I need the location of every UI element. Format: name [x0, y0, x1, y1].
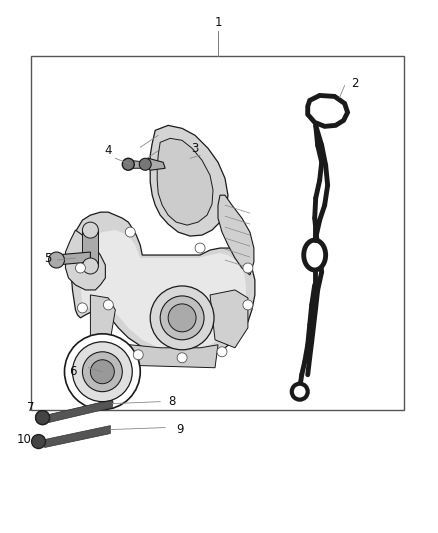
Circle shape	[133, 350, 143, 360]
Circle shape	[125, 227, 135, 237]
Text: 2: 2	[351, 77, 358, 90]
Circle shape	[35, 410, 49, 425]
Circle shape	[139, 158, 151, 170]
Circle shape	[82, 258, 99, 274]
Circle shape	[217, 347, 227, 357]
Circle shape	[243, 263, 253, 273]
Circle shape	[75, 263, 85, 273]
Circle shape	[82, 352, 122, 392]
Circle shape	[150, 286, 214, 350]
Text: 1: 1	[214, 16, 222, 29]
Circle shape	[49, 252, 64, 268]
Text: 4: 4	[105, 144, 112, 157]
Circle shape	[64, 334, 140, 410]
Circle shape	[82, 222, 99, 238]
Circle shape	[292, 384, 308, 400]
Text: 6: 6	[69, 365, 76, 378]
Circle shape	[122, 158, 134, 170]
Polygon shape	[210, 290, 248, 348]
Circle shape	[195, 243, 205, 253]
Polygon shape	[157, 139, 213, 225]
Circle shape	[90, 360, 114, 384]
Polygon shape	[90, 295, 115, 355]
Polygon shape	[82, 230, 99, 266]
Polygon shape	[71, 212, 255, 356]
Circle shape	[243, 300, 253, 310]
Text: 7: 7	[27, 401, 34, 414]
Text: 10: 10	[16, 433, 31, 446]
Polygon shape	[128, 160, 148, 168]
Polygon shape	[81, 230, 246, 351]
Polygon shape	[308, 95, 348, 126]
Polygon shape	[66, 230, 106, 290]
Circle shape	[160, 296, 204, 340]
Circle shape	[78, 303, 88, 313]
Bar	[31, 55, 404, 410]
Polygon shape	[218, 195, 254, 275]
Text: 5: 5	[44, 252, 51, 264]
Polygon shape	[45, 425, 110, 448]
Polygon shape	[150, 125, 228, 236]
Circle shape	[35, 410, 49, 425]
Circle shape	[168, 304, 196, 332]
Circle shape	[32, 434, 46, 449]
Circle shape	[177, 353, 187, 363]
Polygon shape	[49, 400, 112, 423]
Circle shape	[72, 342, 132, 402]
Polygon shape	[145, 158, 165, 170]
Ellipse shape	[304, 240, 326, 270]
Text: 8: 8	[169, 395, 176, 408]
Text: 3: 3	[191, 142, 199, 155]
Circle shape	[103, 300, 113, 310]
Text: 9: 9	[177, 423, 184, 436]
Polygon shape	[53, 252, 90, 265]
Polygon shape	[110, 345, 218, 368]
